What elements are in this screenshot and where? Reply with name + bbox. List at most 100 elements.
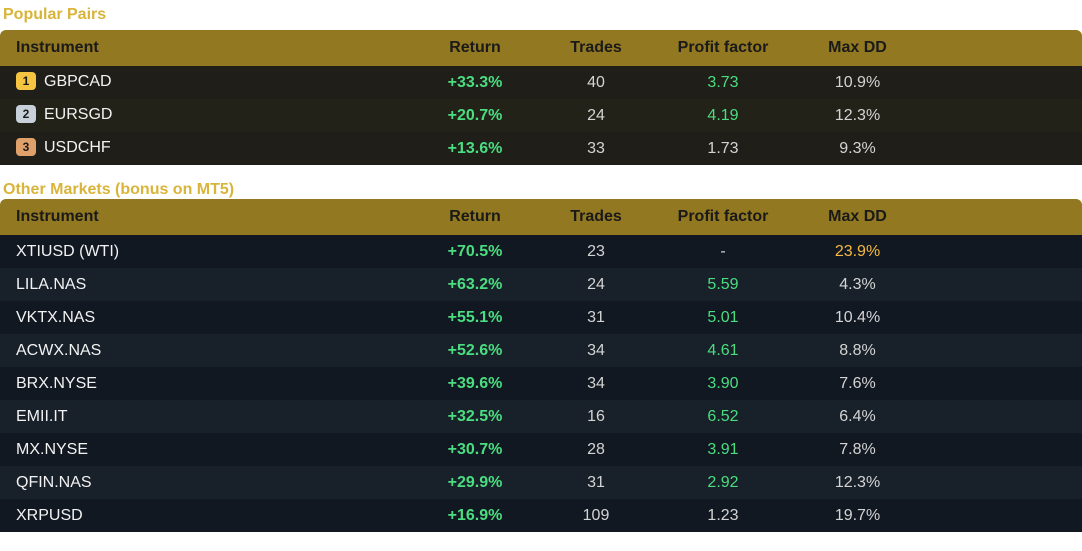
spacer-cell [906, 235, 1082, 268]
trades-cell: 16 [555, 400, 637, 433]
profit-factor-cell: 3.90 [637, 367, 809, 400]
trades-cell: 33 [555, 132, 637, 165]
spacer-cell [906, 66, 1082, 99]
table-row[interactable]: 3 USDCHF +13.6% 33 1.73 9.3% [0, 132, 1082, 165]
trades-cell: 31 [555, 466, 637, 499]
max-dd-cell: 10.9% [809, 66, 906, 99]
max-dd-cell: 19.7% [809, 499, 906, 532]
return-cell: +13.6% [395, 132, 555, 165]
instrument-cell: 2 EURSGD [0, 99, 395, 132]
rank-badge: 1 [16, 72, 36, 91]
spacer-cell [906, 132, 1082, 165]
return-cell: +32.5% [395, 400, 555, 433]
max-dd-cell: 12.3% [809, 466, 906, 499]
trades-cell: 40 [555, 66, 637, 99]
return-cell: +63.2% [395, 268, 555, 301]
max-dd-cell: 9.3% [809, 132, 906, 165]
table-row[interactable]: MX.NYSE +30.7% 28 3.91 7.8% [0, 433, 1082, 466]
profit-factor-cell: 5.59 [637, 268, 809, 301]
max-dd-cell: 7.8% [809, 433, 906, 466]
trades-cell: 24 [555, 99, 637, 132]
table-header-row: Instrument Return Trades Profit factor M… [0, 30, 1082, 66]
table-row[interactable]: QFIN.NAS +29.9% 31 2.92 12.3% [0, 466, 1082, 499]
return-cell: +20.7% [395, 99, 555, 132]
header-return[interactable]: Return [395, 199, 555, 235]
instrument-cell: 1 GBPCAD [0, 66, 395, 99]
instrument-cell: MX.NYSE [0, 433, 395, 466]
instrument-name: EURSGD [44, 106, 113, 124]
instrument-name: GBPCAD [44, 73, 112, 91]
header-instrument[interactable]: Instrument [0, 30, 395, 66]
trades-cell: 28 [555, 433, 637, 466]
trades-cell: 31 [555, 301, 637, 334]
header-profit-factor[interactable]: Profit factor [637, 199, 809, 235]
profit-factor-cell: 1.73 [637, 132, 809, 165]
trades-cell: 34 [555, 334, 637, 367]
header-spacer [906, 30, 1082, 66]
profit-factor-cell: 3.91 [637, 433, 809, 466]
header-return[interactable]: Return [395, 30, 555, 66]
max-dd-cell: 12.3% [809, 99, 906, 132]
header-trades[interactable]: Trades [555, 30, 637, 66]
trades-cell: 23 [555, 235, 637, 268]
spacer-cell [906, 334, 1082, 367]
table-row[interactable]: XTIUSD (WTI) +70.5% 23 - 23.9% [0, 235, 1082, 268]
max-dd-cell: 4.3% [809, 268, 906, 301]
table-row[interactable]: BRX.NYSE +39.6% 34 3.90 7.6% [0, 367, 1082, 400]
rank-badge: 2 [16, 105, 36, 124]
instrument-cell: XRPUSD [0, 499, 395, 532]
table-row[interactable]: LILA.NAS +63.2% 24 5.59 4.3% [0, 268, 1082, 301]
spacer-cell [906, 400, 1082, 433]
header-trades[interactable]: Trades [555, 199, 637, 235]
instrument-cell: 3 USDCHF [0, 132, 395, 165]
other-markets-table: Instrument Return Trades Profit factor M… [0, 199, 1082, 532]
return-cell: +30.7% [395, 433, 555, 466]
profit-factor-cell: 3.73 [637, 66, 809, 99]
return-cell: +29.9% [395, 466, 555, 499]
other-markets-title: Other Markets (bonus on MT5) [3, 181, 235, 198]
table-row[interactable]: ACWX.NAS +52.6% 34 4.61 8.8% [0, 334, 1082, 367]
profit-factor-cell: 2.92 [637, 466, 809, 499]
instrument-name: USDCHF [44, 139, 111, 157]
max-dd-cell: 6.4% [809, 400, 906, 433]
header-max-dd[interactable]: Max DD [809, 199, 906, 235]
max-dd-cell: 8.8% [809, 334, 906, 367]
spacer-cell [906, 433, 1082, 466]
profit-factor-cell: 5.01 [637, 301, 809, 334]
spacer-cell [906, 367, 1082, 400]
instrument-cell: LILA.NAS [0, 268, 395, 301]
table-row[interactable]: VKTX.NAS +55.1% 31 5.01 10.4% [0, 301, 1082, 334]
profit-factor-cell: - [637, 235, 809, 268]
table-row[interactable]: 1 GBPCAD +33.3% 40 3.73 10.9% [0, 66, 1082, 99]
spacer-cell [906, 268, 1082, 301]
profit-factor-cell: 1.23 [637, 499, 809, 532]
table-row[interactable]: EMII.IT +32.5% 16 6.52 6.4% [0, 400, 1082, 433]
max-dd-cell: 7.6% [809, 367, 906, 400]
instrument-cell: QFIN.NAS [0, 466, 395, 499]
return-cell: +39.6% [395, 367, 555, 400]
profit-factor-cell: 4.19 [637, 99, 809, 132]
header-spacer [906, 199, 1082, 235]
profit-factor-cell: 6.52 [637, 400, 809, 433]
return-cell: +55.1% [395, 301, 555, 334]
header-instrument[interactable]: Instrument [0, 199, 395, 235]
instrument-cell: ACWX.NAS [0, 334, 395, 367]
rank-badge: 3 [16, 138, 36, 157]
table-row[interactable]: XRPUSD +16.9% 109 1.23 19.7% [0, 499, 1082, 532]
header-max-dd[interactable]: Max DD [809, 30, 906, 66]
spacer-cell [906, 301, 1082, 334]
trades-cell: 109 [555, 499, 637, 532]
trades-cell: 24 [555, 268, 637, 301]
max-dd-cell: 23.9% [809, 235, 906, 268]
header-profit-factor[interactable]: Profit factor [637, 30, 809, 66]
instrument-cell: VKTX.NAS [0, 301, 395, 334]
return-cell: +33.3% [395, 66, 555, 99]
max-dd-cell: 10.4% [809, 301, 906, 334]
profit-factor-cell: 4.61 [637, 334, 809, 367]
popular-pairs-table: Instrument Return Trades Profit factor M… [0, 30, 1082, 165]
instrument-cell: EMII.IT [0, 400, 395, 433]
spacer-cell [906, 466, 1082, 499]
spacer-cell [906, 499, 1082, 532]
table-row[interactable]: 2 EURSGD +20.7% 24 4.19 12.3% [0, 99, 1082, 132]
instrument-cell: BRX.NYSE [0, 367, 395, 400]
